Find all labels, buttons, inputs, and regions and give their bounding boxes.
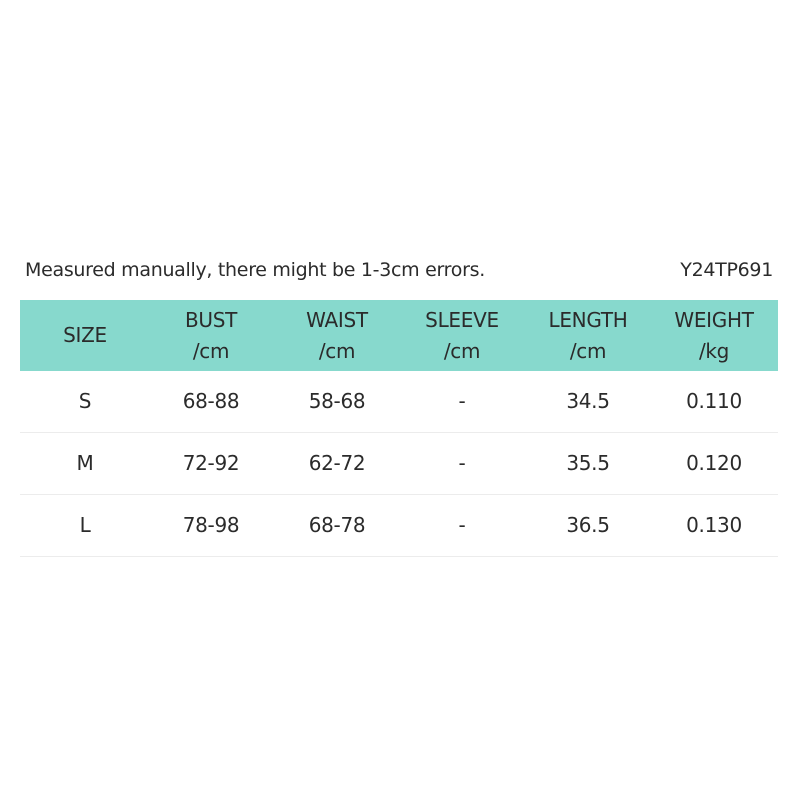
table-cell: 36.5 — [566, 513, 610, 537]
header-cell: /kg — [698, 339, 730, 363]
table-cell: 35.5 — [566, 451, 610, 475]
header-cell: WAIST — [306, 308, 368, 332]
table-cell: - — [458, 389, 466, 413]
header-cell: WEIGHT — [674, 308, 754, 332]
table-cell: - — [458, 451, 466, 475]
table-cell: 72-92 — [182, 451, 240, 475]
table-cell: S — [78, 389, 92, 413]
header-cell: LENGTH — [548, 308, 628, 332]
product-code: Y24TP691 — [680, 259, 773, 281]
row-divider — [20, 432, 778, 433]
row-divider — [20, 556, 778, 557]
table-cell: 0.130 — [686, 513, 742, 537]
table-cell: 0.120 — [686, 451, 742, 475]
measure-note: Measured manually, there might be 1-3cm … — [25, 259, 485, 281]
header-cell: SLEEVE — [425, 308, 499, 332]
table-cell: 34.5 — [566, 389, 610, 413]
table-cell: 62-72 — [308, 451, 366, 475]
table-cell: 78-98 — [182, 513, 240, 537]
header-cell: /cm — [443, 339, 481, 363]
row-divider — [20, 494, 778, 495]
table-cell: 0.110 — [686, 389, 742, 413]
table-cell: 68-78 — [308, 513, 366, 537]
header-cell: /cm — [192, 339, 230, 363]
header-cell: BUST — [184, 308, 238, 332]
header-cell: /cm — [569, 339, 607, 363]
header-cell: SIZE — [63, 323, 107, 347]
table-cell: 68-88 — [182, 389, 240, 413]
table-cell: - — [458, 513, 466, 537]
table-cell: 58-68 — [308, 389, 366, 413]
table-cell: M — [76, 451, 94, 475]
table-cell: L — [79, 513, 91, 537]
table-header — [20, 300, 778, 371]
header-cell: /cm — [318, 339, 356, 363]
